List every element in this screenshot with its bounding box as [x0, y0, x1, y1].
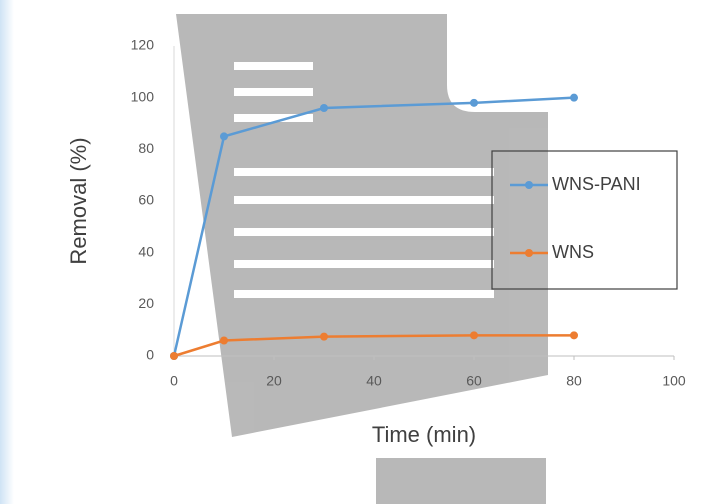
y-tick-label: 120: [131, 37, 155, 53]
x-tick-label: 80: [566, 373, 582, 389]
x-axis-title: Time (min): [372, 422, 476, 447]
data-point: [570, 331, 578, 340]
data-point: [220, 132, 228, 141]
watermark: [176, 14, 548, 504]
data-point: [320, 104, 328, 112]
legend-marker: [525, 181, 533, 189]
y-axis-title: Removal (%): [66, 137, 91, 264]
data-point: [170, 352, 178, 360]
data-point: [220, 336, 228, 345]
data-point: [320, 332, 328, 341]
legend-label: WNS-PANI: [552, 174, 641, 194]
y-tick-label: 40: [138, 243, 154, 259]
x-tick-label: 20: [266, 373, 282, 389]
left-edge: [0, 0, 14, 504]
y-tick-label: 0: [146, 347, 154, 363]
y-tick-label: 80: [138, 140, 154, 156]
y-tick-label: 60: [138, 192, 154, 208]
y-tick-label: 20: [138, 295, 154, 311]
y-tick-label: 100: [131, 88, 155, 104]
x-tick-label: 0: [170, 373, 178, 389]
legend-marker: [525, 249, 533, 257]
legend-label: WNS: [552, 242, 594, 262]
data-point: [470, 98, 478, 107]
x-tick-label: 100: [662, 373, 686, 389]
x-tick-label: 60: [466, 373, 482, 389]
legend-box: [491, 150, 678, 290]
data-point: [570, 93, 578, 102]
data-point: [470, 331, 478, 340]
x-tick-label: 40: [366, 373, 382, 389]
